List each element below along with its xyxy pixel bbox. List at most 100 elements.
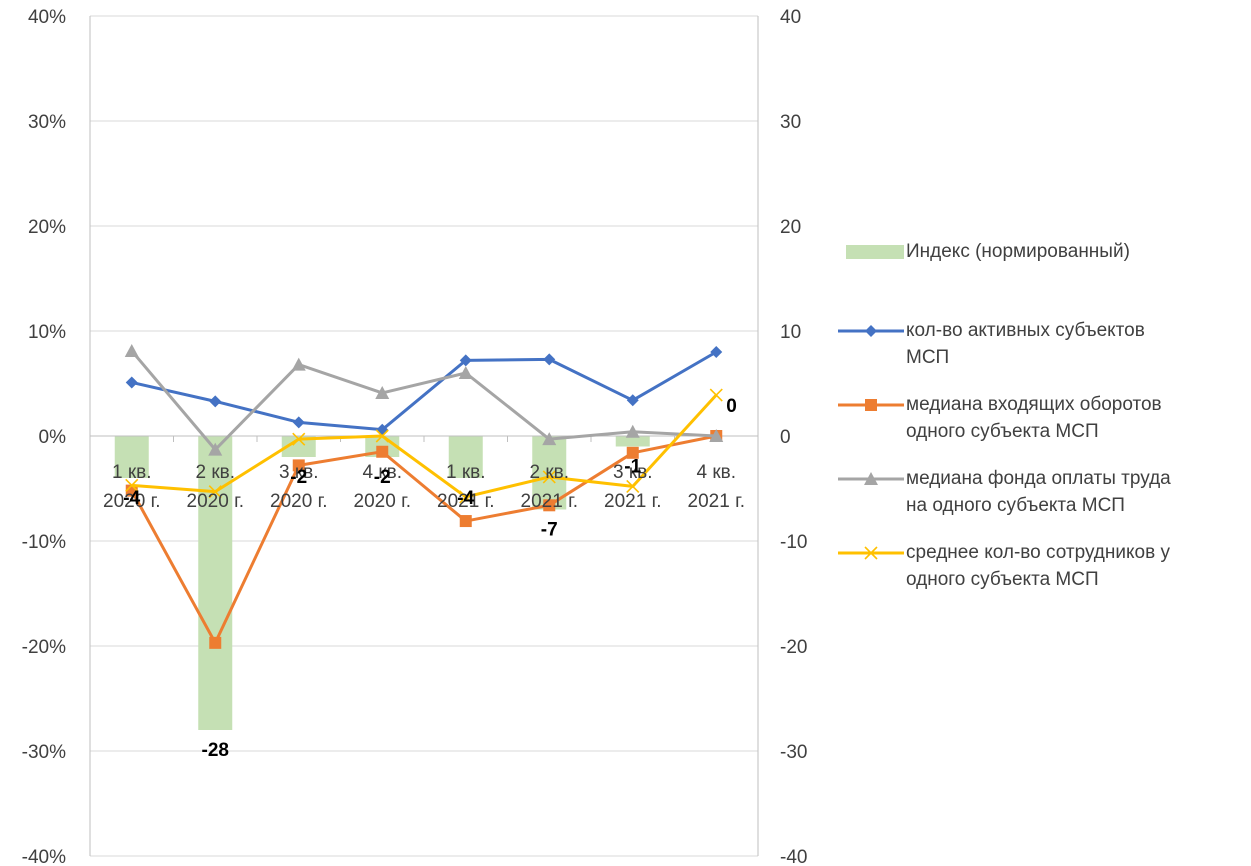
series-marker xyxy=(543,499,556,512)
left-axis-tick-label: -20% xyxy=(22,637,66,658)
series-marker xyxy=(459,515,472,528)
series-marker xyxy=(375,385,390,399)
line-series-1 xyxy=(125,346,723,436)
legend-label: среднее кол-во сотрудников у xyxy=(906,542,1170,563)
right-axis-tick-label: 30 xyxy=(780,112,801,133)
legend: Индекс (нормированный) кол-во активных су… xyxy=(838,238,1248,593)
category-label-year: 2021 г. xyxy=(521,491,578,512)
category-label: 4 кв. 2020 г. xyxy=(354,462,411,512)
series-marker xyxy=(124,343,139,357)
legend-symbol xyxy=(838,546,904,560)
category-label-quarter: 1 кв. xyxy=(112,462,152,483)
bar-data-label: -28 xyxy=(202,740,229,761)
series-marker xyxy=(865,325,877,337)
legend-label: МСП xyxy=(906,347,950,368)
line-series-4 xyxy=(125,388,723,504)
series-marker xyxy=(209,395,222,408)
left-axis-tick-label: -30% xyxy=(22,742,66,763)
category-label-year: 2020 г. xyxy=(354,491,411,512)
series-line xyxy=(131,394,718,499)
series-marker-stroke xyxy=(292,432,306,446)
category-label-quarter: 4 кв. xyxy=(362,462,402,483)
category-label-quarter: 2 кв. xyxy=(529,462,569,483)
category-label-year: 2020 г. xyxy=(270,491,327,512)
index-bars xyxy=(114,436,734,730)
category-label-year: 2021 г. xyxy=(604,491,661,512)
bar-data-labels: -4 -28 -2 -2 -4 -7 -1 0 xyxy=(123,396,737,761)
series-marker xyxy=(208,442,223,456)
series-marker xyxy=(542,432,557,446)
legend-label: на одного субъекта МСП xyxy=(906,495,1125,516)
index-bar xyxy=(615,436,650,447)
series-marker xyxy=(292,416,305,429)
category-label-year: 2021 г. xyxy=(437,491,494,512)
series-marker xyxy=(208,485,222,499)
category-label-quarter: 4 кв. xyxy=(696,462,736,483)
series-marker xyxy=(864,546,878,560)
line-series-3 xyxy=(124,343,724,456)
series-marker-stroke xyxy=(125,478,139,492)
index-bar xyxy=(448,436,483,478)
legend-symbol xyxy=(838,325,904,337)
legend-symbol xyxy=(838,472,904,485)
left-axis-tick-label: 20% xyxy=(28,217,66,238)
right-axis-tick-label: -10 xyxy=(780,532,807,553)
bar-data-label: -7 xyxy=(541,520,558,541)
right-axis-tick-label: 10 xyxy=(780,322,801,343)
series-marker xyxy=(709,388,723,402)
series-marker xyxy=(375,429,389,443)
category-label: 3 кв. 2021 г. xyxy=(604,462,661,512)
series-marker xyxy=(458,366,473,379)
category-label-quarter: 3 кв. xyxy=(613,462,653,483)
left-axis-tick-label: 40% xyxy=(28,7,66,28)
legend-symbol xyxy=(846,245,904,259)
legend-label: медиана входящих оборотов xyxy=(906,394,1162,415)
legend-item-series-4: среднее кол-во сотрудников у одного субъе… xyxy=(838,539,1248,593)
legend-symbol xyxy=(838,399,904,411)
left-axis-tick-label: 30% xyxy=(28,112,66,133)
category-label: 2 кв. 2021 г. xyxy=(521,462,578,512)
category-label-year: 2020 г. xyxy=(103,491,160,512)
series-marker-stroke xyxy=(208,485,222,499)
category-label-year: 2021 г. xyxy=(688,491,745,512)
series-marker xyxy=(864,472,878,485)
right-axis-tick-label: -40 xyxy=(780,847,807,866)
series-marker-stroke xyxy=(459,490,473,504)
series-marker xyxy=(125,376,138,389)
category-label: 2 кв. 2020 г. xyxy=(187,462,244,512)
legend-label: кол-во активных субъектов xyxy=(906,320,1145,341)
category-labels: 1 кв. 2020 г.2 кв. 2020 г.3 кв. 2020 г.4 кв… xyxy=(103,462,745,512)
right-axis-tick-label: -30 xyxy=(780,742,807,763)
legend-item-series-2: медиана входящих оборотов одного субъекта… xyxy=(838,391,1248,445)
bar-data-label: -4 xyxy=(123,488,140,509)
category-label-quarter: 2 кв. xyxy=(195,462,235,483)
legend-item-index: Индекс (нормированный) xyxy=(838,238,1248,265)
index-bar xyxy=(281,436,316,457)
bar-data-label: -2 xyxy=(290,467,307,488)
series-marker xyxy=(125,478,139,492)
legend-label: Индекс (нормированный) xyxy=(906,241,1130,262)
category-label-quarter: 1 кв. xyxy=(446,462,486,483)
series-marker xyxy=(291,357,306,371)
bar-data-label: -2 xyxy=(374,467,391,488)
series-marker-stroke xyxy=(626,479,640,493)
series-marker xyxy=(626,446,639,459)
series-marker xyxy=(625,424,640,438)
series-marker-stroke xyxy=(864,546,878,560)
right-axis-tick-label: 0 xyxy=(780,427,791,448)
category-label: 1 кв. 2021 г. xyxy=(437,462,494,512)
series-line xyxy=(130,434,717,645)
right-axis-tick-label: 20 xyxy=(780,217,801,238)
legend-item-series-1: кол-во активных субъектов МСП xyxy=(838,317,1248,371)
series-line xyxy=(131,350,718,432)
category-label: 4 кв. 2021 г. xyxy=(688,462,745,512)
series-marker xyxy=(292,432,306,446)
series-marker xyxy=(626,394,639,407)
series-marker xyxy=(459,490,473,504)
index-bar xyxy=(114,436,149,478)
legend-item-series-3: медиана фонда оплаты труда на одного субъ… xyxy=(838,465,1248,519)
legend-label: одного субъекта МСП xyxy=(906,421,1099,442)
legend-bar-swatch xyxy=(846,245,904,259)
left-axis-tick-label: -40% xyxy=(22,847,66,866)
